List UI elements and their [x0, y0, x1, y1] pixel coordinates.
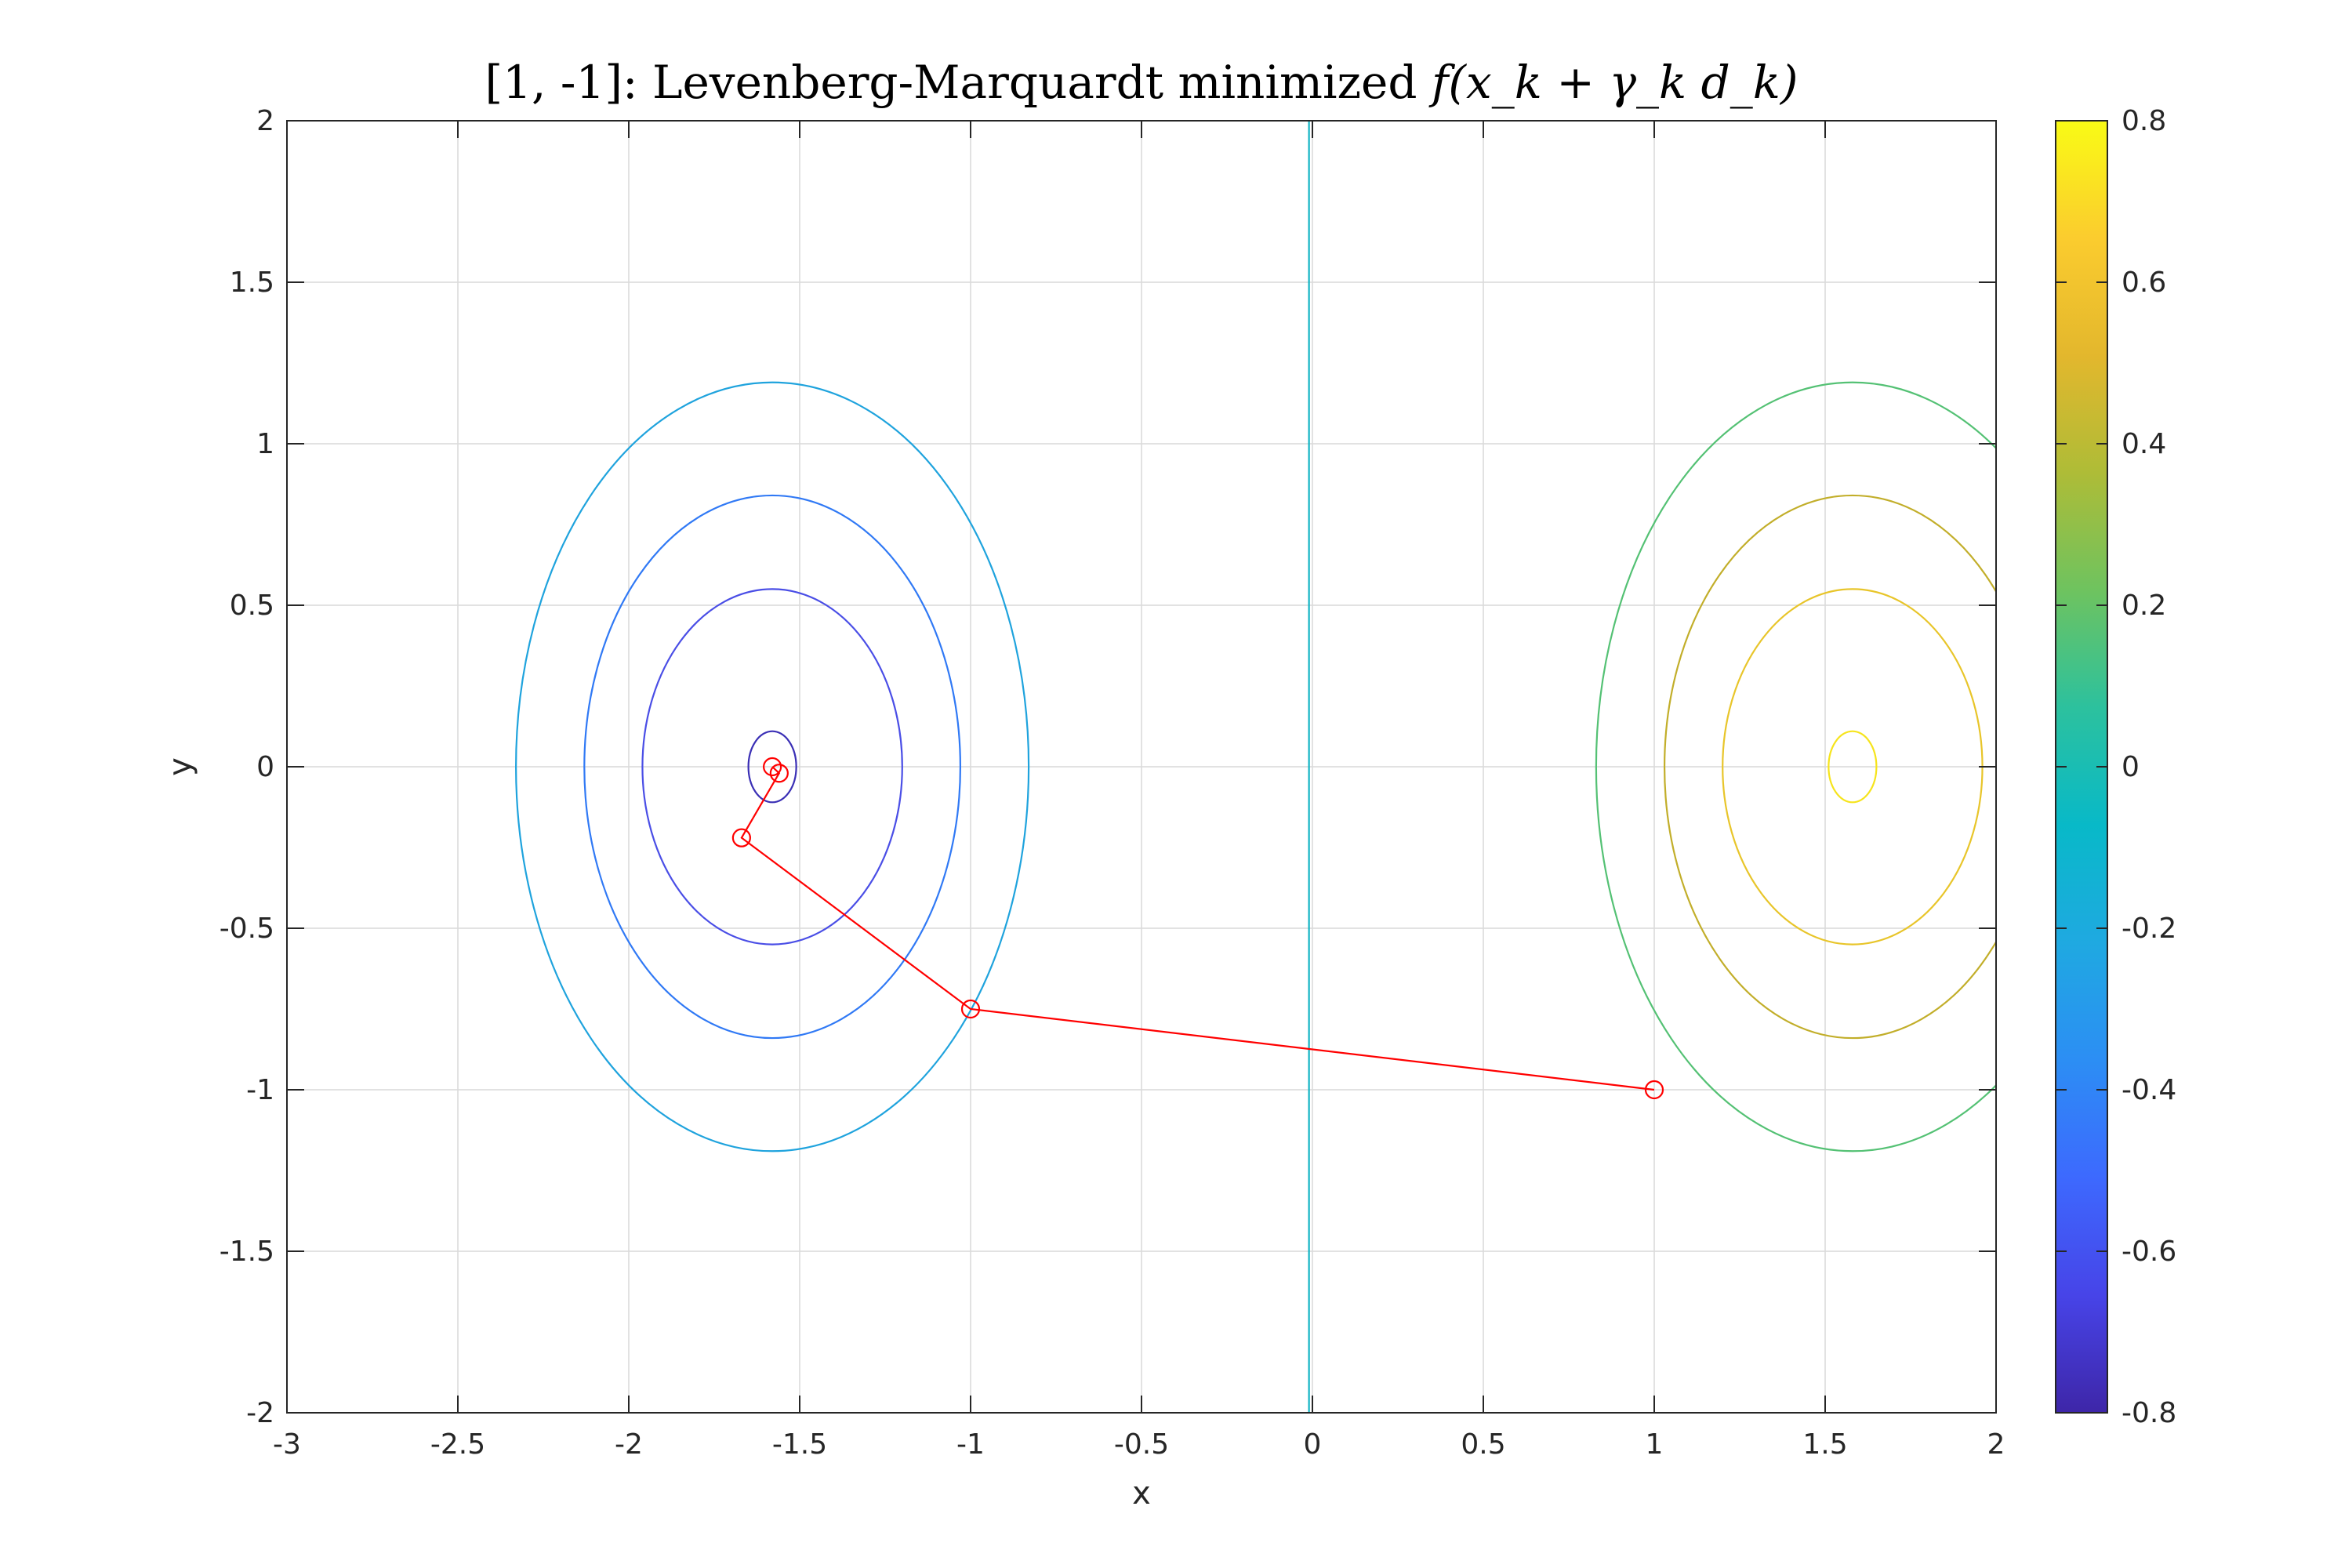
colorbar-tick-label: 0.8 — [2122, 105, 2166, 137]
x-tick-label: 2 — [1987, 1428, 2005, 1461]
contour-line — [1664, 494, 1996, 1040]
contour-line — [1828, 730, 1878, 804]
x-axis-label: x — [1132, 1475, 1151, 1512]
x-tick-label: 0.5 — [1461, 1428, 1505, 1461]
colorbar-tick-label: 0.4 — [2122, 428, 2166, 460]
colorbar-tick-label: -0.8 — [2122, 1397, 2176, 1429]
x-tick-label: -1.5 — [772, 1428, 827, 1461]
x-tick-label: -3 — [273, 1428, 301, 1461]
y-tick-label: -1 — [246, 1074, 274, 1106]
y-tick-label: 0 — [256, 751, 274, 783]
path-line — [740, 766, 1655, 1091]
y-tick-label: 0.5 — [230, 590, 274, 622]
x-tick-label: -2 — [615, 1428, 643, 1461]
y-tick-label: -0.5 — [220, 913, 274, 945]
path-point-marker — [1644, 1080, 1664, 1100]
y-tick-label: 1 — [256, 428, 274, 460]
chart-title: [1, -1]: Levenberg-Marquardt minimized f… — [485, 56, 1798, 109]
colorbar-tick-label: -0.6 — [2122, 1236, 2176, 1268]
y-axis-label: y — [162, 757, 198, 776]
colorbar-tick-label: 0.6 — [2122, 267, 2166, 299]
path-point-marker — [763, 757, 782, 777]
contour-line — [747, 730, 797, 804]
colorbar-tick-label: 0 — [2122, 751, 2140, 783]
chart-title-prefix: [1, -1]: Levenberg-Marquardt minimized — [485, 56, 1432, 109]
colorbar-tick-label: -0.2 — [2122, 913, 2176, 945]
y-tick-label: 1.5 — [230, 267, 274, 299]
path-point-marker — [960, 999, 981, 1019]
y-tick-label: -1.5 — [220, 1236, 274, 1268]
x-tick-label: 1 — [1646, 1428, 1664, 1461]
colorbar-tick-label: -0.4 — [2122, 1074, 2176, 1106]
x-axis-ticks: -3 -2.5 -2 -1.5 -1 -0.5 0 0.5 1 1.5 2 — [273, 121, 2005, 1461]
x-tick-label: -2.5 — [430, 1428, 485, 1461]
path-point-marker — [731, 828, 751, 848]
x-tick-label: 0 — [1304, 1428, 1322, 1461]
optimization-path — [731, 757, 1664, 1100]
x-tick-label: 1.5 — [1802, 1428, 1847, 1461]
colorbar-tick-label: 0.2 — [2122, 590, 2166, 622]
x-tick-label: -1 — [956, 1428, 985, 1461]
y-axis-ticks: -2 -1.5 -1 -0.5 0 0.5 1 1.5 2 — [220, 105, 1996, 1429]
contour-line — [641, 588, 903, 946]
contour-line — [515, 381, 1030, 1152]
x-tick-label: -0.5 — [1114, 1428, 1169, 1461]
path-point-marker — [769, 764, 789, 783]
contour-line — [1595, 381, 1996, 1152]
chart-title-math: f(x_k + γ_k d_k) — [1428, 56, 1798, 109]
y-tick-label: 2 — [256, 105, 274, 137]
contour-line — [583, 494, 962, 1040]
colorbar-ticks: -0.8 -0.6 -0.4 -0.2 0 0.2 0.4 0.6 0.8 — [2056, 105, 2176, 1429]
y-tick-label: -2 — [246, 1397, 274, 1429]
contour-lines — [515, 121, 1996, 1413]
